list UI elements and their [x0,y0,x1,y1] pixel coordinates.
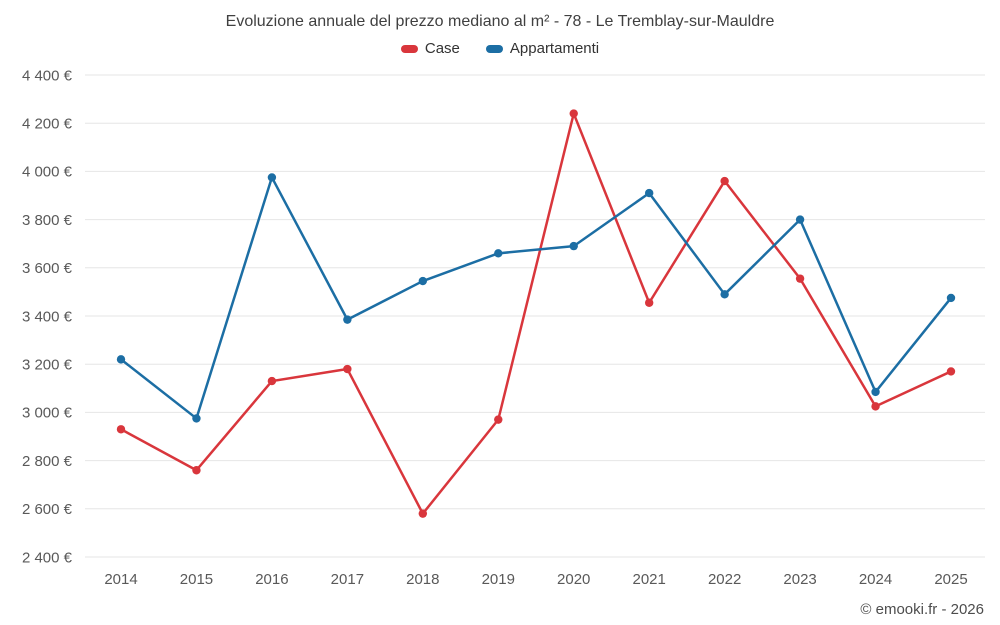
x-axis-label: 2014 [104,571,137,588]
legend-label-appartamenti: Appartamenti [509,40,600,57]
y-axis-label: 3 600 € [22,260,73,277]
appartamenti-point-2017[interactable] [343,315,352,324]
y-axis-label: 2 800 € [22,453,73,470]
y-axis-label: 2 600 € [22,501,73,518]
x-axis-label: 2019 [482,571,515,588]
case-point-2023[interactable] [795,274,805,283]
appartamenti-point-2025[interactable] [946,293,956,303]
appartamenti-point-2016[interactable] [267,173,277,182]
appartamenti-point-2023[interactable] [795,215,805,224]
case-point-2021[interactable] [644,298,654,307]
x-axis-label: 2018 [406,571,439,588]
legend-label-case: Case [424,40,460,57]
appartamenti-point-2019[interactable] [494,249,503,258]
x-axis-label: 2015 [180,571,213,588]
case-point-2015[interactable] [192,466,201,475]
case-point-2025[interactable] [946,367,956,376]
case-point-2020[interactable] [569,109,578,118]
case-point-2022[interactable] [720,176,729,186]
y-axis-label: 4 400 € [22,67,73,84]
appartamenti-point-2024[interactable] [871,387,880,397]
case-point-2016[interactable] [267,376,277,386]
x-axis-label: 2017 [331,571,364,588]
x-axis-label: 2021 [632,571,665,588]
x-axis-label: 2022 [708,571,741,588]
appartamenti-point-2020[interactable] [569,241,578,251]
case-point-2024[interactable] [871,402,880,411]
legend-swatch-appartamenti [485,44,503,53]
case-point-2017[interactable] [343,364,352,374]
appartamenti-point-2022[interactable] [720,290,729,299]
appartamenti-point-2014[interactable] [116,355,126,364]
appartamenti-line [119,176,953,420]
y-axis-label: 3 400 € [22,308,73,325]
x-axis-label: 2020 [557,571,590,588]
x-axis-label: 2023 [783,571,816,588]
y-axis-label: 3 200 € [22,356,73,373]
legend-item-appartamenti[interactable]: Appartamenti [485,40,600,57]
chart-title: Evoluzione annuale del prezzo mediano al… [225,13,775,30]
y-axis-label: 3 800 € [22,212,73,229]
legend-item-case[interactable]: Case [400,40,460,57]
appartamenti-point-2015[interactable] [192,414,201,423]
x-axis-label: 2016 [255,571,288,588]
appartamenti-point-2018[interactable] [418,276,428,286]
legend-swatch-case [400,44,418,53]
y-axis-label: 4 200 € [22,115,73,132]
case-point-2019[interactable] [494,415,503,424]
y-axis-label: 2 400 € [22,549,73,566]
x-axis-label: 2025 [934,571,967,588]
chart-legend: Case Appartamenti [0,40,1000,57]
y-axis-label: 3 000 € [22,405,73,422]
case-point-2018[interactable] [418,509,428,518]
case-line [119,112,953,515]
y-axis-label: 4 000 € [22,164,73,181]
copyright: © emooki.fr - 2026 [860,601,984,618]
appartamenti-point-2021[interactable] [644,188,654,198]
case-point-2014[interactable] [116,425,126,434]
x-axis-label: 2024 [859,571,892,588]
